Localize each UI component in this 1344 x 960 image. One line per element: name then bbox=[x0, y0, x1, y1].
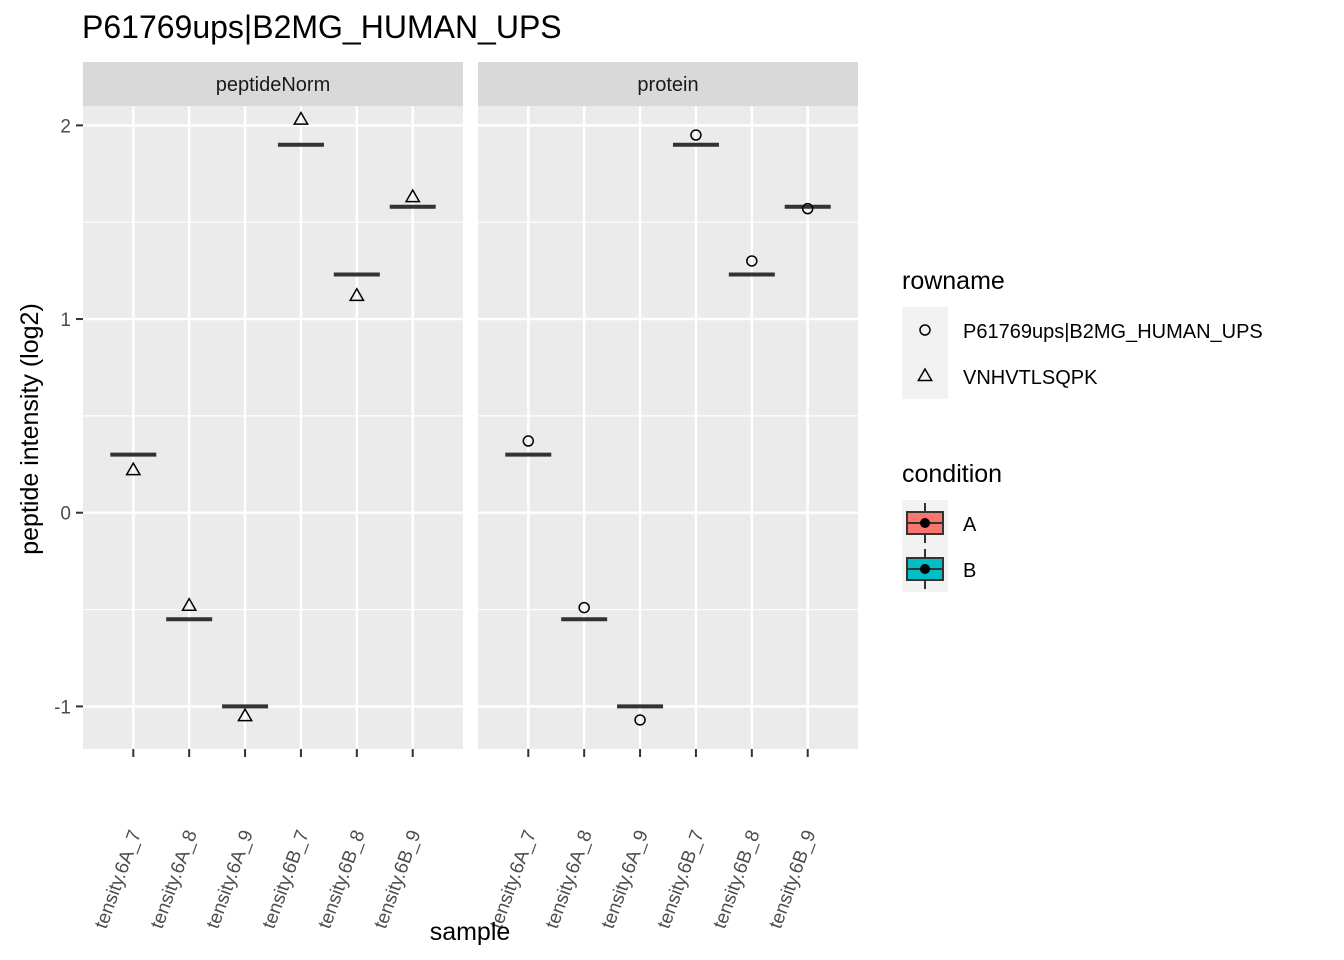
y-tick-label: -1 bbox=[54, 697, 71, 718]
x-tick-label: tensity.6A_8 bbox=[147, 828, 202, 932]
legends: rowname P61769ups|B2MG_HUMAN_UPS VNHVTLSQP… bbox=[902, 267, 1263, 592]
legend-entry: B bbox=[902, 546, 976, 592]
plot-panels: peptideNorm protein bbox=[83, 62, 858, 749]
x-tick-label: tensity.6B_7 bbox=[259, 828, 314, 932]
legend-condition: condition A B bbox=[902, 460, 1002, 592]
legend-key-circle bbox=[919, 324, 931, 336]
data-point-circle bbox=[522, 435, 535, 447]
x-tick-label: tensity.6A_7 bbox=[486, 828, 541, 932]
y-tick-label: 1 bbox=[60, 310, 71, 331]
legend-entry: VNHVTLSQPK bbox=[902, 353, 1098, 399]
legend-key-point bbox=[920, 564, 930, 574]
data-point-triangle bbox=[237, 707, 254, 722]
y-axis: -1 0 1 2 bbox=[54, 116, 83, 718]
legend-title: rowname bbox=[902, 267, 1005, 295]
x-tick-label: tensity.6A_9 bbox=[203, 828, 258, 932]
x-axis-title: sample bbox=[430, 918, 511, 946]
legend-key-background bbox=[902, 307, 948, 353]
panel-background bbox=[478, 106, 858, 749]
panel-protein: protein bbox=[478, 62, 858, 749]
legend-label: A bbox=[963, 514, 977, 536]
legend-rowname: rowname P61769ups|B2MG_HUMAN_UPS VNHVTLSQP… bbox=[902, 267, 1263, 399]
panel-peptideNorm: peptideNorm bbox=[83, 62, 463, 749]
data-point-triangle bbox=[404, 188, 421, 203]
x-tick-label: tensity.6A_8 bbox=[542, 828, 597, 932]
data-point-circle bbox=[801, 202, 814, 215]
legend-label: P61769ups|B2MG_HUMAN_UPS bbox=[963, 321, 1263, 343]
panel-strip-label: peptideNorm bbox=[216, 74, 331, 96]
x-tick-label: tensity.6B_8 bbox=[315, 828, 370, 932]
data-point-triangle bbox=[292, 111, 309, 125]
data-point-triangle bbox=[125, 461, 142, 476]
y-axis-title: peptide intensity (log2) bbox=[16, 303, 44, 555]
x-axis: tensity.6A_7 tensity.6A_8 tensity.6A_9 tens… bbox=[91, 749, 820, 932]
legend-key-background bbox=[902, 353, 948, 399]
panel-strip bbox=[83, 62, 463, 106]
data-point-circle bbox=[690, 129, 702, 141]
legend-title: condition bbox=[902, 460, 1002, 488]
x-tick-label: tensity.6A_7 bbox=[91, 828, 146, 932]
panel-strip bbox=[478, 62, 858, 106]
x-tick-label: tensity.6B_9 bbox=[370, 828, 425, 932]
legend-label: VNHVTLSQPK bbox=[963, 367, 1098, 389]
x-tick-label: tensity.6B_7 bbox=[654, 828, 709, 932]
legend-key-point bbox=[920, 518, 930, 528]
legend-entry: P61769ups|B2MG_HUMAN_UPS bbox=[902, 307, 1263, 353]
data-point-triangle bbox=[348, 287, 365, 302]
x-tick-label: tensity.6A_9 bbox=[598, 828, 653, 932]
data-point-triangle bbox=[181, 597, 198, 611]
data-point-circle bbox=[634, 714, 646, 726]
legend-label: B bbox=[963, 560, 976, 582]
data-point-circle bbox=[578, 601, 590, 614]
panel-strip-label: protein bbox=[637, 74, 698, 96]
chart-title: P61769ups|B2MG_HUMAN_UPS bbox=[82, 9, 562, 45]
y-tick-label: 0 bbox=[60, 504, 71, 525]
legend-entry: A bbox=[902, 500, 977, 546]
y-tick-label: 2 bbox=[60, 116, 71, 137]
x-tick-label: tensity.6B_9 bbox=[765, 828, 820, 932]
x-tick-label: tensity.6B_8 bbox=[710, 828, 765, 932]
data-point-circle bbox=[746, 255, 758, 267]
panel-background bbox=[83, 106, 463, 749]
legend-key-triangle bbox=[917, 367, 933, 382]
